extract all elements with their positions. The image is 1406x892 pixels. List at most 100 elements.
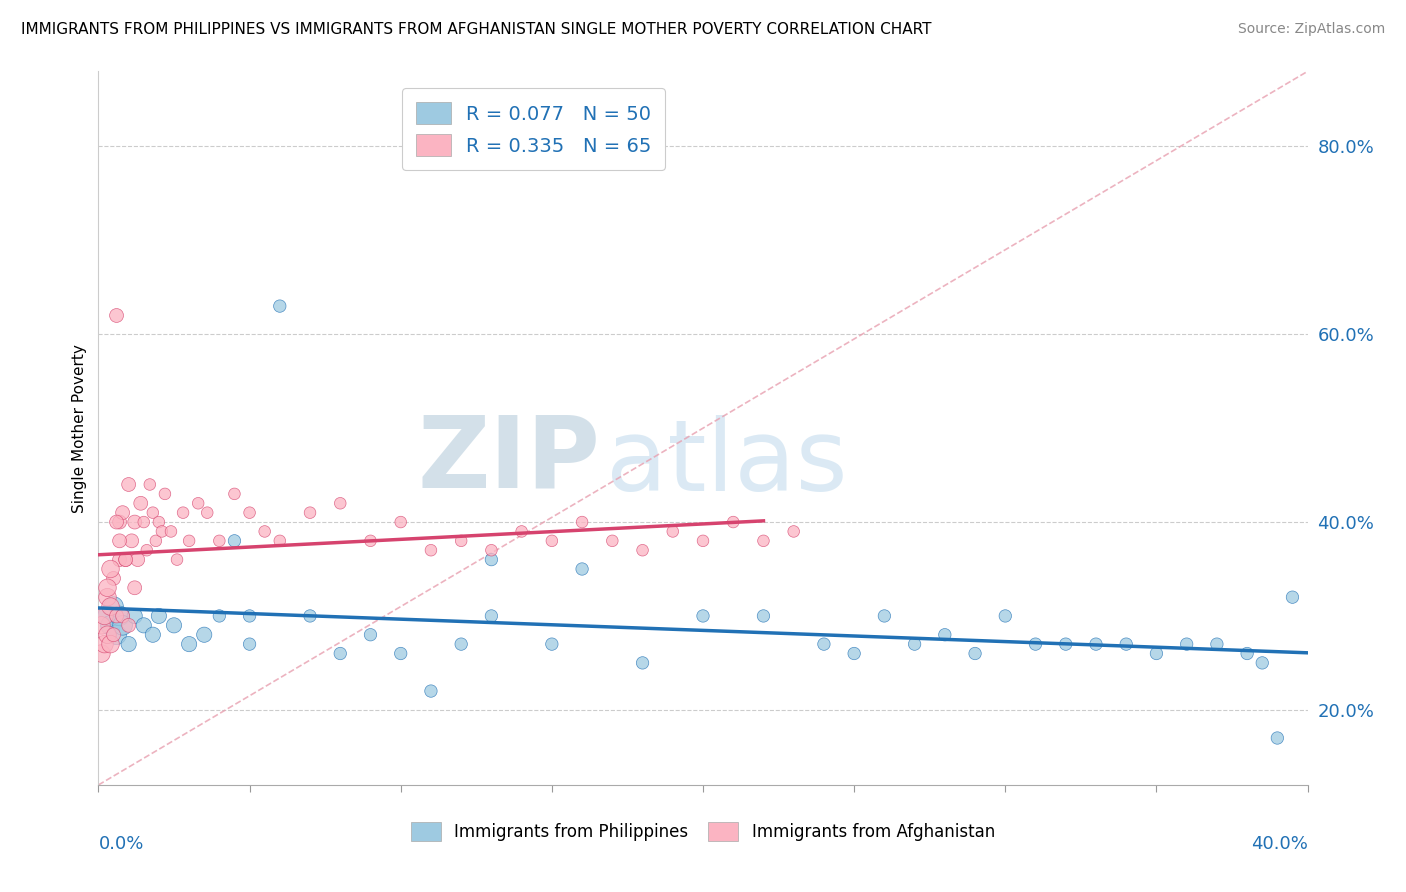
Point <box>692 609 714 624</box>
Point <box>208 609 231 624</box>
Point <box>602 533 624 548</box>
Point <box>1251 656 1274 670</box>
Point <box>1175 637 1198 651</box>
Point <box>108 552 131 566</box>
Point <box>111 618 134 632</box>
Point <box>389 647 412 661</box>
Text: Source: ZipAtlas.com: Source: ZipAtlas.com <box>1237 22 1385 37</box>
Point <box>153 487 176 501</box>
Point <box>1054 637 1077 651</box>
Point <box>540 533 562 548</box>
Point <box>481 609 503 624</box>
Point <box>139 477 162 491</box>
Point <box>100 618 122 632</box>
Text: 40.0%: 40.0% <box>1251 835 1308 853</box>
Point <box>723 515 745 529</box>
Point <box>329 647 352 661</box>
Point <box>166 552 188 566</box>
Point <box>108 515 131 529</box>
Point <box>142 506 165 520</box>
Point <box>100 562 122 576</box>
Point <box>224 533 246 548</box>
Text: ZIP: ZIP <box>418 412 600 508</box>
Point <box>93 637 115 651</box>
Point <box>103 571 125 585</box>
Point <box>813 637 835 651</box>
Legend: Immigrants from Philippines, Immigrants from Afghanistan: Immigrants from Philippines, Immigrants … <box>405 815 1001 848</box>
Point <box>450 637 472 651</box>
Point <box>904 637 927 651</box>
Point <box>124 515 146 529</box>
Point <box>299 506 322 520</box>
Point <box>172 506 194 520</box>
Text: 0.0%: 0.0% <box>98 835 143 853</box>
Point <box>631 543 654 558</box>
Point <box>481 552 503 566</box>
Point <box>783 524 806 539</box>
Point <box>934 628 956 642</box>
Point <box>114 552 136 566</box>
Point <box>93 609 115 624</box>
Point <box>420 684 443 698</box>
Point <box>103 628 125 642</box>
Point <box>1267 731 1289 745</box>
Point <box>239 637 262 651</box>
Point <box>163 618 186 632</box>
Point <box>105 628 128 642</box>
Point <box>142 628 165 642</box>
Point <box>661 524 683 539</box>
Point <box>90 618 112 632</box>
Text: atlas: atlas <box>606 416 848 512</box>
Point <box>450 533 472 548</box>
Point <box>389 515 412 529</box>
Point <box>121 533 143 548</box>
Point <box>100 599 122 614</box>
Point <box>187 496 209 510</box>
Point <box>873 609 896 624</box>
Point <box>269 533 291 548</box>
Point <box>118 637 141 651</box>
Point <box>96 590 118 604</box>
Point <box>114 552 136 566</box>
Point <box>111 609 134 624</box>
Point <box>1144 647 1167 661</box>
Point <box>994 609 1017 624</box>
Point <box>360 628 382 642</box>
Point <box>150 524 173 539</box>
Point <box>148 609 170 624</box>
Point <box>96 581 118 595</box>
Point <box>752 533 775 548</box>
Point <box>239 506 262 520</box>
Point <box>179 637 201 651</box>
Point <box>118 477 141 491</box>
Point <box>179 533 201 548</box>
Point <box>160 524 183 539</box>
Point <box>100 637 122 651</box>
Point <box>692 533 714 548</box>
Point <box>129 496 152 510</box>
Point <box>1115 637 1137 651</box>
Point <box>193 628 215 642</box>
Point <box>752 609 775 624</box>
Point <box>844 647 866 661</box>
Point <box>540 637 562 651</box>
Point <box>1206 637 1229 651</box>
Point <box>631 656 654 670</box>
Point <box>1085 637 1108 651</box>
Point <box>269 299 291 313</box>
Point <box>145 533 167 548</box>
Point <box>105 609 128 624</box>
Point <box>329 496 352 510</box>
Text: IMMIGRANTS FROM PHILIPPINES VS IMMIGRANTS FROM AFGHANISTAN SINGLE MOTHER POVERTY: IMMIGRANTS FROM PHILIPPINES VS IMMIGRANT… <box>21 22 932 37</box>
Point <box>105 309 128 323</box>
Point <box>96 628 118 642</box>
Point <box>108 533 131 548</box>
Point <box>224 487 246 501</box>
Point <box>108 609 131 624</box>
Point <box>253 524 276 539</box>
Point <box>127 552 149 566</box>
Point <box>132 515 155 529</box>
Point <box>132 618 155 632</box>
Point <box>1281 590 1303 604</box>
Point <box>124 609 146 624</box>
